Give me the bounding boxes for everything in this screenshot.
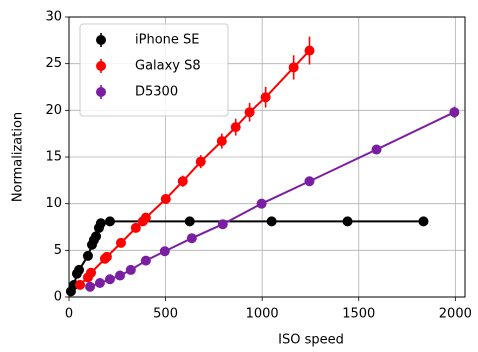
data-point — [195, 156, 206, 167]
y-axis-label: Normalization — [11, 112, 26, 202]
data-point — [91, 231, 102, 242]
data-point — [86, 267, 97, 278]
legend-label: iPhone SE — [135, 33, 199, 48]
legend-swatch — [96, 87, 106, 97]
data-point — [184, 216, 195, 227]
legend-swatch — [96, 35, 106, 45]
y-tick-label: 15 — [45, 150, 62, 165]
legend: iPhone SE Galaxy S8 D5300 — [79, 23, 229, 117]
data-point — [82, 250, 93, 261]
data-point — [418, 216, 429, 227]
data-point — [244, 107, 255, 118]
data-point — [160, 194, 171, 204]
data-point — [371, 144, 382, 155]
data-point — [288, 62, 299, 73]
x-tick-label: 0 — [65, 307, 73, 322]
data-point — [449, 107, 460, 118]
legend-swatch — [96, 61, 106, 71]
y-tick-label: 5 — [54, 243, 62, 258]
data-point — [74, 264, 85, 275]
data-point — [130, 222, 141, 233]
data-point — [75, 279, 86, 290]
data-point — [114, 270, 125, 281]
data-point — [304, 176, 315, 187]
y-tick-label: 25 — [45, 56, 62, 71]
legend-label: Galaxy S8 — [135, 59, 201, 74]
x-tick-label: 500 — [153, 307, 178, 322]
data-point — [101, 251, 112, 262]
data-point — [342, 216, 353, 227]
x-tick-label: 1500 — [342, 307, 375, 322]
data-point — [230, 122, 241, 133]
data-point — [104, 216, 115, 227]
data-point — [115, 237, 126, 248]
x-axis-label: ISO speed — [278, 333, 344, 348]
series-line — [70, 220, 424, 292]
data-point — [104, 274, 115, 285]
data-point — [186, 233, 197, 244]
data-point — [266, 216, 277, 227]
y-tick-label: 10 — [45, 196, 62, 211]
data-point — [177, 176, 188, 187]
data-point — [125, 264, 136, 275]
x-tick-label: 2000 — [439, 307, 472, 322]
data-point — [140, 255, 151, 266]
data-point — [159, 246, 170, 257]
data-point — [260, 92, 271, 103]
data-point — [95, 218, 106, 229]
y-tick-label: 0 — [54, 290, 62, 305]
data-point — [304, 45, 315, 56]
legend-label: D5300 — [135, 85, 178, 100]
data-point — [256, 198, 267, 209]
plot-frame — [68, 16, 466, 298]
x-tick-label: 1000 — [246, 307, 279, 322]
y-tick-label: 30 — [45, 10, 62, 25]
data-point — [217, 219, 228, 230]
y-tick-label: 20 — [45, 103, 62, 118]
data-point — [216, 136, 227, 147]
legend-box — [79, 23, 229, 117]
data-point — [85, 281, 96, 292]
data-point — [94, 278, 105, 288]
data-point — [140, 212, 151, 223]
